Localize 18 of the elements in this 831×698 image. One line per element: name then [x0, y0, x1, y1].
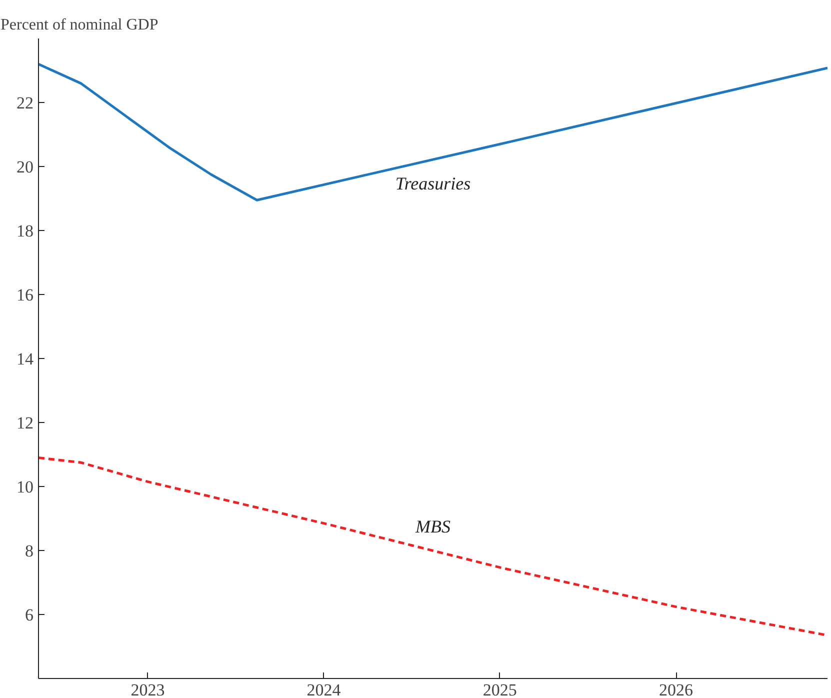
y-tick-label: 10: [16, 478, 34, 496]
y-tick-label: 18: [16, 222, 34, 240]
y-tick-label: 8: [25, 542, 34, 560]
line-series: [38, 62, 828, 202]
line-series: [38, 456, 828, 637]
y-tick-label: 22: [16, 94, 34, 112]
series-label: MBS: [414, 516, 451, 537]
x-tick-label: 2023: [130, 680, 165, 698]
x-tick-label: 2024: [306, 680, 342, 698]
y-tick-label: 20: [16, 158, 34, 176]
series-label: Treasuries: [395, 174, 471, 194]
y-axis-title: Percent of nominal GDP: [0, 16, 158, 34]
y-tick-label: 14: [16, 350, 34, 368]
x-tick-label: 2026: [659, 680, 694, 698]
y-tick-label: 16: [16, 286, 34, 304]
y-tick-label: 12: [16, 414, 34, 432]
y-tick-label: 6: [25, 606, 34, 624]
x-tick-label: 2025: [482, 680, 517, 698]
